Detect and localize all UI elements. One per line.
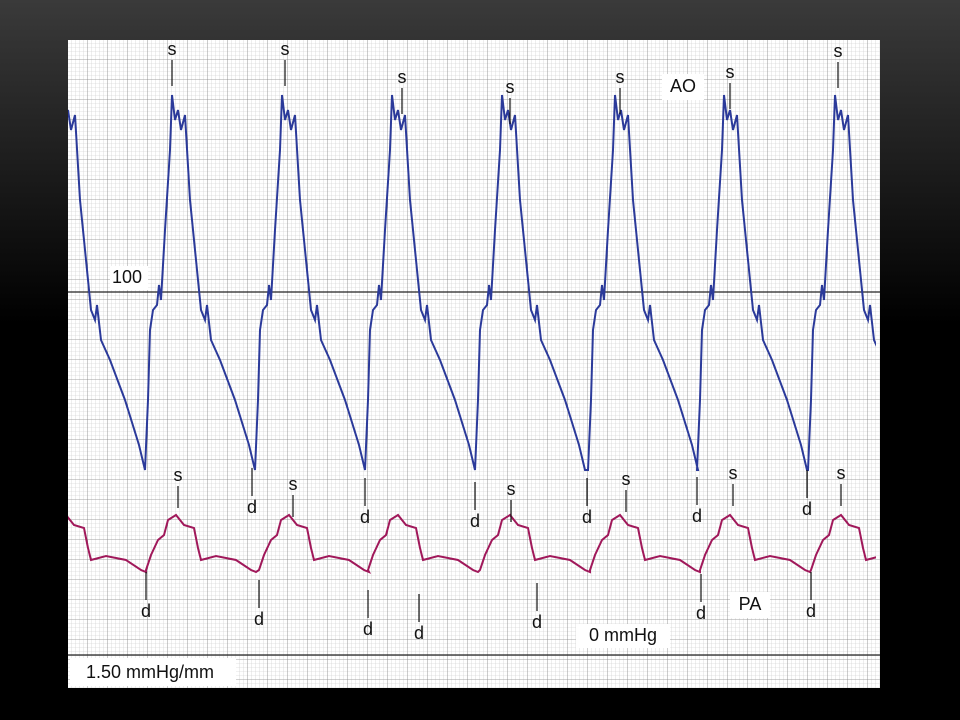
ao-label: AO: [670, 76, 696, 96]
marker-label: s: [281, 39, 290, 59]
marker-label: s: [398, 67, 407, 87]
marker-label: s: [616, 67, 625, 87]
marker-label: d: [360, 507, 370, 527]
marker-label: d: [532, 612, 542, 632]
marker-label: d: [806, 601, 816, 621]
marker-label: d: [141, 601, 151, 621]
pa-label: PA: [739, 594, 762, 614]
label-bg: [70, 658, 236, 686]
marker-label: d: [582, 507, 592, 527]
marker-label: s: [837, 463, 846, 483]
label-bg: [662, 74, 704, 100]
marker-label: s: [622, 469, 631, 489]
marker-label: d: [696, 603, 706, 623]
label-bg: [730, 592, 770, 618]
marker-label: s: [168, 39, 177, 59]
reference-label: 100: [112, 267, 142, 287]
marker-label: d: [363, 619, 373, 639]
marker-label: s: [174, 465, 183, 485]
marker-label: s: [729, 463, 738, 483]
calibration-label: 1.50 mmHg/mm: [86, 662, 214, 682]
label-bg: [576, 624, 670, 648]
aortic-trace: [68, 94, 876, 471]
label-bg: [110, 266, 148, 290]
marker-label: d: [692, 506, 702, 526]
marker-label: d: [802, 499, 812, 519]
grid: [68, 40, 880, 688]
marker-label: s: [506, 77, 515, 97]
marker-label: d: [414, 623, 424, 643]
marker-label: d: [254, 609, 264, 629]
zero-label: 0 mmHg: [589, 625, 657, 645]
marker-label: s: [507, 479, 516, 499]
marker-label: d: [247, 497, 257, 517]
marker-label: s: [834, 41, 843, 61]
marker-label: s: [726, 62, 735, 82]
pulmonary-trace: [68, 513, 876, 574]
marker-label: d: [470, 511, 480, 531]
marker-label: s: [289, 474, 298, 494]
